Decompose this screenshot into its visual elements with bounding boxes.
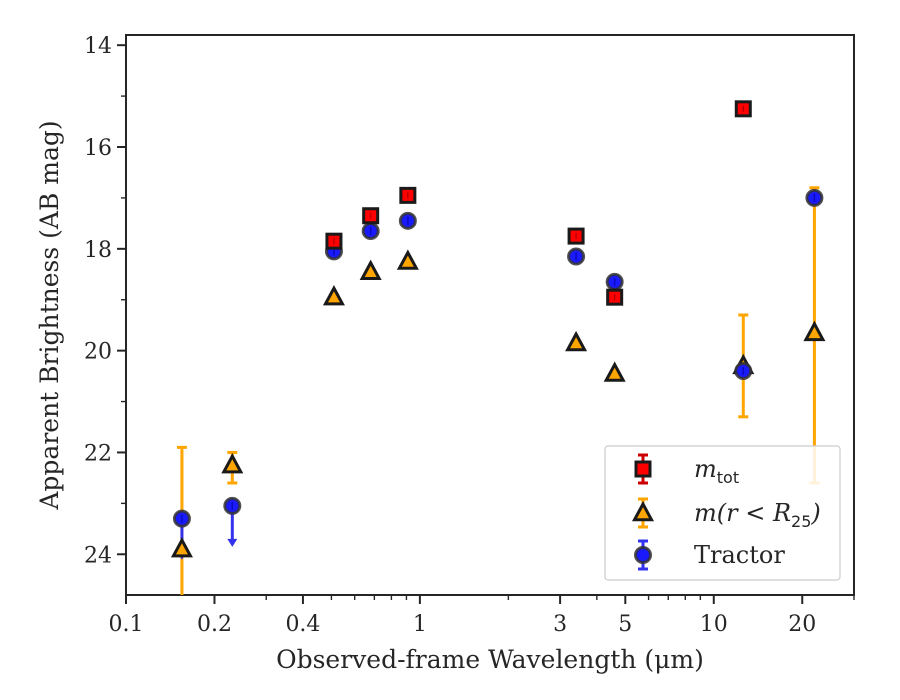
plot-frame [125, 34, 855, 596]
legend-box [604, 445, 841, 581]
legend-label: Tractor [694, 541, 785, 569]
y-tick-label: 24 [84, 543, 112, 568]
legend-label: mtot [694, 455, 739, 487]
y-tick-label: 20 [84, 340, 112, 365]
point-triangle [322, 285, 345, 306]
x-tick-label: 20 [788, 612, 816, 637]
x-axis-title: Observed-frame Wavelength (μm) [276, 645, 704, 674]
legend-square-marker [634, 460, 652, 478]
legend-triangle-marker [631, 500, 655, 522]
upper-limit-arrow [227, 538, 238, 547]
x-tick-label: 0.4 [285, 612, 320, 637]
y-tick-label: 22 [84, 441, 112, 466]
y-axis-title: Apparent Brightness (AB mag) [35, 120, 64, 510]
point-triangle [565, 330, 588, 352]
x-tick-label: 5 [618, 612, 632, 637]
y-axis: 14 16 18 20 22 24 [84, 34, 126, 568]
point-triangle [170, 537, 193, 558]
point-triangle [359, 259, 382, 280]
point-triangle [803, 320, 826, 342]
y-tick-label: 16 [84, 136, 112, 161]
x-tick-label: 10 [700, 612, 728, 637]
x-tick-label: 0.2 [197, 612, 232, 637]
data-marks [170, 100, 826, 595]
x-tick-label: 1 [413, 612, 427, 637]
x-tick-label: 0.1 [109, 612, 144, 637]
x-tick-label: 3 [553, 612, 567, 637]
x-axis: 0.1 0.2 0.4 1 3 5 10 20 [109, 595, 855, 637]
legend: mtot m(r < R25) Tractor [604, 445, 841, 581]
point-triangle [221, 453, 244, 474]
legend-circle-marker [634, 546, 652, 564]
point-triangle [603, 361, 626, 382]
y-tick-label: 18 [84, 238, 112, 263]
legend-label: m(r < R25) [694, 499, 821, 531]
y-tick-label: 14 [84, 34, 112, 59]
point-triangle [396, 249, 419, 270]
